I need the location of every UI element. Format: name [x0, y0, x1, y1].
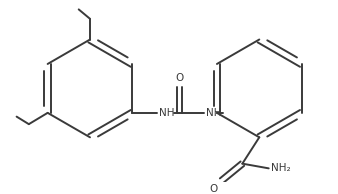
- Text: O: O: [210, 184, 218, 194]
- Text: NH₂: NH₂: [271, 163, 290, 173]
- Text: NH: NH: [206, 108, 221, 118]
- Text: NH: NH: [159, 108, 174, 118]
- Text: O: O: [175, 73, 184, 83]
